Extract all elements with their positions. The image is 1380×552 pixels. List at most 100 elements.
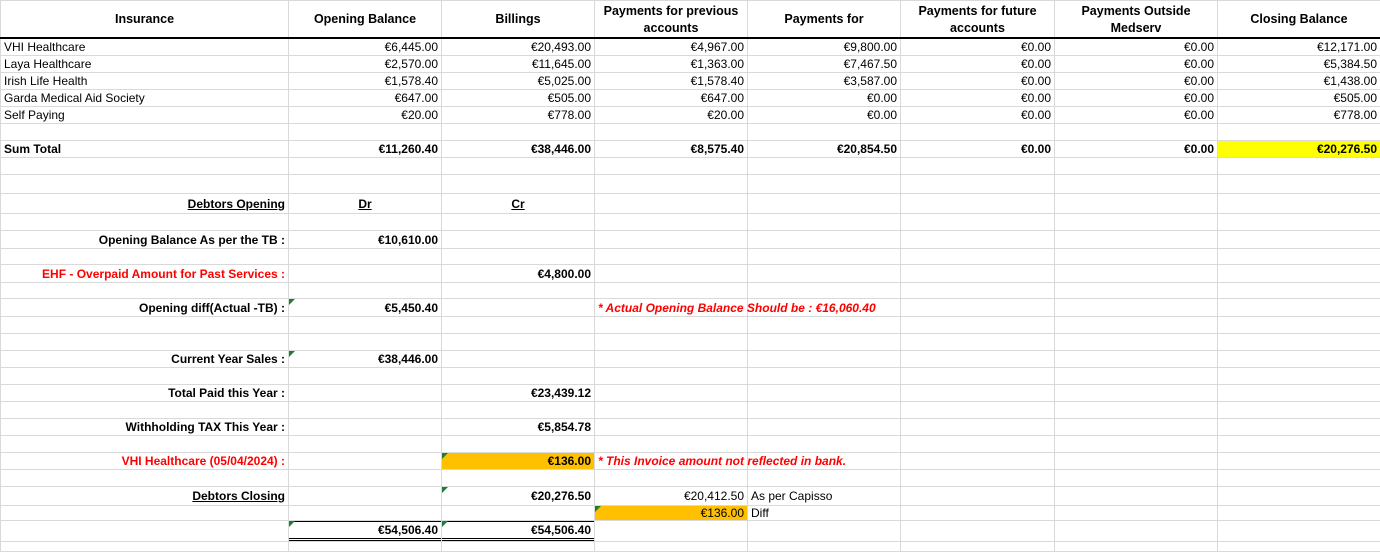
column-header-text: Closing Balance bbox=[1250, 12, 1348, 26]
column-header[interactable]: Closing Balance bbox=[1218, 1, 1380, 38]
amount-cell[interactable]: €0.00 bbox=[1055, 107, 1217, 123]
amount-cell[interactable]: €0.00 bbox=[901, 107, 1054, 123]
amount-cell[interactable]: €1,578.40 bbox=[595, 73, 747, 89]
gridline bbox=[0, 469, 1380, 470]
amount-cell[interactable]: €0.00 bbox=[901, 56, 1054, 72]
sum-total-cell[interactable]: €20,276.50 bbox=[1218, 141, 1380, 157]
amount-cell[interactable]: €20.00 bbox=[595, 107, 747, 123]
diff-label-text: Diff bbox=[751, 506, 769, 520]
opening-balance-tb-label[interactable]: Opening Balance As per the TB : bbox=[1, 231, 288, 248]
amount-cell-text: €0.00 bbox=[1183, 91, 1214, 105]
column-header[interactable]: Payments Outside Medserv bbox=[1055, 1, 1217, 38]
total-dr[interactable]: €54,506.40 bbox=[289, 521, 441, 541]
sum-total-label[interactable]: Sum Total bbox=[1, 141, 288, 157]
debtors-closing-cr[interactable]: €20,276.50 bbox=[442, 487, 594, 505]
amount-cell[interactable]: €3,587.00 bbox=[748, 73, 900, 89]
amount-cell[interactable]: €20.00 bbox=[289, 107, 441, 123]
insurance-name-cell-text: Self Paying bbox=[4, 108, 65, 122]
amount-cell[interactable]: €1,438.00 bbox=[1218, 73, 1380, 89]
error-indicator-icon[interactable] bbox=[595, 506, 601, 512]
amount-cell[interactable]: €6,445.00 bbox=[289, 39, 441, 55]
amount-cell[interactable]: €647.00 bbox=[289, 90, 441, 106]
amount-cell[interactable]: €505.00 bbox=[1218, 90, 1380, 106]
amount-cell[interactable]: €778.00 bbox=[442, 107, 594, 123]
current-year-sales-label[interactable]: Current Year Sales : bbox=[1, 351, 288, 367]
error-indicator-icon[interactable] bbox=[442, 453, 448, 459]
amount-cell[interactable]: €647.00 bbox=[595, 90, 747, 106]
amount-cell[interactable]: €5,384.50 bbox=[1218, 56, 1380, 72]
error-indicator-icon[interactable] bbox=[442, 487, 448, 493]
total-paid-label[interactable]: Total Paid this Year : bbox=[1, 385, 288, 401]
vhi-invoice-label[interactable]: VHI Healthcare (05/04/2024) : bbox=[1, 453, 288, 469]
column-header[interactable]: Payments for previous accounts bbox=[595, 1, 747, 38]
amount-cell[interactable]: €2,570.00 bbox=[289, 56, 441, 72]
vhi-invoice-note[interactable]: * This Invoice amount not reflected in b… bbox=[595, 453, 900, 469]
opening-diff-note[interactable]: * Actual Opening Balance Should be : €16… bbox=[595, 299, 900, 316]
opening-balance-tb-dr[interactable]: €10,610.00 bbox=[289, 231, 441, 248]
amount-cell[interactable]: €9,800.00 bbox=[748, 39, 900, 55]
ehf-overpaid-label[interactable]: EHF - Overpaid Amount for Past Services … bbox=[1, 265, 288, 282]
cr-header[interactable]: Cr bbox=[442, 194, 594, 213]
sum-total-cell[interactable]: €20,854.50 bbox=[748, 141, 900, 157]
capisso-label[interactable]: As per Capisso bbox=[748, 487, 900, 505]
sum-total-cell[interactable]: €0.00 bbox=[1055, 141, 1217, 157]
amount-cell[interactable]: €778.00 bbox=[1218, 107, 1380, 123]
ehf-overpaid-cr[interactable]: €4,800.00 bbox=[442, 265, 594, 282]
amount-cell[interactable]: €11,645.00 bbox=[442, 56, 594, 72]
insurance-name-cell[interactable]: VHI Healthcare bbox=[1, 39, 288, 55]
insurance-name-cell[interactable]: Self Paying bbox=[1, 107, 288, 123]
diff-amount-text: €136.00 bbox=[700, 506, 744, 520]
insurance-name-cell[interactable]: Irish Life Health bbox=[1, 73, 288, 89]
capisso-amount[interactable]: €20,412.50 bbox=[595, 487, 747, 505]
opening-diff-label[interactable]: Opening diff(Actual -TB) : bbox=[1, 299, 288, 316]
diff-amount[interactable]: €136.00 bbox=[595, 506, 747, 520]
total-paid-cr[interactable]: €23,439.12 bbox=[442, 385, 594, 401]
gridline bbox=[747, 0, 748, 551]
amount-cell[interactable]: €7,467.50 bbox=[748, 56, 900, 72]
amount-cell[interactable]: €0.00 bbox=[1055, 73, 1217, 89]
sum-total-cell[interactable]: €38,446.00 bbox=[442, 141, 594, 157]
sum-total-cell[interactable]: €11,260.40 bbox=[289, 141, 441, 157]
amount-cell[interactable]: €5,025.00 bbox=[442, 73, 594, 89]
total-cr[interactable]: €54,506.40 bbox=[442, 521, 594, 541]
sum-total-cell-text: €8,575.40 bbox=[690, 142, 744, 156]
error-indicator-icon[interactable] bbox=[289, 521, 295, 527]
sum-total-cell[interactable]: €0.00 bbox=[901, 141, 1054, 157]
debtors-opening-title[interactable]: Debtors Opening bbox=[1, 194, 288, 213]
amount-cell[interactable]: €12,171.00 bbox=[1218, 39, 1380, 55]
amount-cell[interactable]: €1,363.00 bbox=[595, 56, 747, 72]
withholding-tax-cr[interactable]: €5,854.78 bbox=[442, 419, 594, 435]
column-header[interactable]: Payments for bbox=[748, 1, 900, 38]
gridline bbox=[594, 0, 595, 551]
error-indicator-icon[interactable] bbox=[442, 521, 448, 527]
insurance-name-cell[interactable]: Garda Medical Aid Society bbox=[1, 90, 288, 106]
amount-cell[interactable]: €505.00 bbox=[442, 90, 594, 106]
withholding-tax-label[interactable]: Withholding TAX This Year : bbox=[1, 419, 288, 435]
amount-cell[interactable]: €20,493.00 bbox=[442, 39, 594, 55]
column-header[interactable]: Billings bbox=[442, 1, 594, 38]
debtors-closing-title[interactable]: Debtors Closing bbox=[1, 487, 288, 505]
amount-cell[interactable]: €0.00 bbox=[901, 90, 1054, 106]
amount-cell[interactable]: €1,578.40 bbox=[289, 73, 441, 89]
amount-cell[interactable]: €0.00 bbox=[748, 107, 900, 123]
opening-diff-dr[interactable]: €5,450.40 bbox=[289, 299, 441, 316]
error-indicator-icon[interactable] bbox=[289, 299, 295, 305]
error-indicator-icon[interactable] bbox=[289, 351, 295, 357]
column-header[interactable]: Payments for future accounts bbox=[901, 1, 1054, 38]
dr-header[interactable]: Dr bbox=[289, 194, 441, 213]
diff-label[interactable]: Diff bbox=[748, 506, 900, 520]
amount-cell[interactable]: €0.00 bbox=[1055, 56, 1217, 72]
amount-cell[interactable]: €4,967.00 bbox=[595, 39, 747, 55]
amount-cell[interactable]: €0.00 bbox=[1055, 90, 1217, 106]
column-header[interactable]: Insurance bbox=[1, 1, 288, 38]
amount-cell[interactable]: €0.00 bbox=[901, 73, 1054, 89]
current-year-sales-dr[interactable]: €38,446.00 bbox=[289, 351, 441, 367]
vhi-invoice-cr[interactable]: €136.00 bbox=[442, 453, 594, 469]
amount-cell[interactable]: €0.00 bbox=[901, 39, 1054, 55]
amount-cell[interactable]: €0.00 bbox=[1055, 39, 1217, 55]
column-header[interactable]: Opening Balance bbox=[289, 1, 441, 38]
insurance-name-cell[interactable]: Laya Healthcare bbox=[1, 56, 288, 72]
amount-cell[interactable]: €0.00 bbox=[748, 90, 900, 106]
sum-total-cell[interactable]: €8,575.40 bbox=[595, 141, 747, 157]
